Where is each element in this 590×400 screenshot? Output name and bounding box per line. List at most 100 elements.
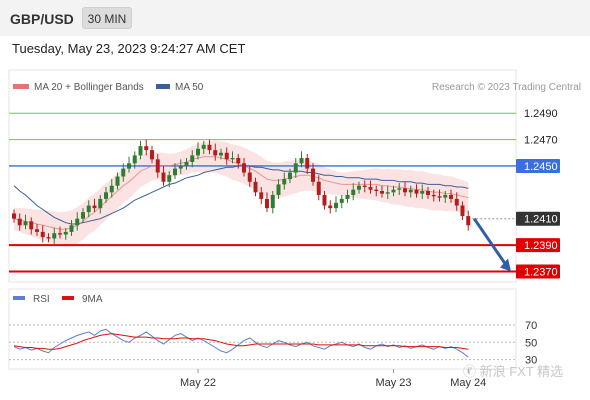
candle-body	[426, 191, 430, 195]
candle-body	[299, 158, 304, 164]
candle-body	[270, 194, 275, 209]
rsi-tick-70: 70	[525, 320, 537, 332]
price-label-box	[516, 158, 560, 173]
candle-body	[173, 168, 177, 176]
candle-body	[305, 158, 310, 169]
candle-body	[328, 205, 333, 209]
candle-body	[35, 229, 39, 232]
candle-body	[351, 189, 356, 195]
candle-body	[431, 194, 436, 197]
candle-body	[40, 231, 45, 238]
watermark: ⑦ 新浪 FXT 精选	[463, 364, 563, 379]
candle-body	[81, 212, 85, 219]
rsi-tick-50: 50	[525, 337, 537, 349]
candle-body	[23, 221, 28, 226]
candle-body	[408, 189, 413, 193]
candle-body	[150, 150, 154, 160]
candle-body	[230, 158, 235, 160]
candle-body	[420, 191, 425, 194]
candle-body	[236, 158, 241, 164]
candle-body	[293, 163, 298, 173]
moving-averages	[13, 156, 469, 230]
ma9-legend-swatch	[62, 296, 74, 300]
candle-body	[207, 144, 212, 151]
candle-body	[380, 191, 384, 194]
candle-body	[316, 181, 321, 195]
price-labels: 1.2490 1.2470 1.2450 1.2410 1.2390 1.2370	[516, 108, 560, 279]
candle-body	[374, 189, 379, 191]
candle-body	[161, 172, 166, 182]
price-label-1.2490: 1.2490	[524, 108, 558, 120]
symbol-title: GBP/USD	[10, 11, 74, 27]
candle-body	[362, 185, 367, 188]
candle-body	[167, 175, 172, 182]
x-tick-label: May 24	[450, 377, 486, 389]
candle-body	[115, 176, 120, 186]
candle-body	[259, 192, 264, 199]
candle-body	[403, 188, 407, 193]
candle-body	[92, 205, 97, 209]
credit-text: Research © 2023 Trading Central	[432, 82, 581, 93]
chart-header: GBP/USD 30 MIN	[0, 0, 590, 36]
candle-body	[127, 163, 131, 169]
candle-body	[109, 185, 114, 193]
candle-body	[12, 213, 16, 219]
forecast-arrow	[473, 217, 511, 272]
candle-body	[322, 194, 327, 206]
price-levels	[9, 112, 516, 273]
ma50-line	[13, 165, 469, 225]
candle-body	[219, 152, 223, 156]
candle-body	[334, 202, 338, 209]
ma20-line	[13, 156, 469, 230]
price-label-box	[516, 211, 560, 226]
candle-body	[282, 179, 287, 185]
candle-body	[184, 161, 189, 166]
candle-body	[69, 225, 74, 232]
candle-body	[178, 165, 183, 169]
candle-body	[339, 198, 344, 203]
candle-body	[17, 218, 22, 226]
candle-body	[247, 172, 252, 182]
rsi-panel: 70 50 30	[9, 320, 537, 367]
candle-body	[86, 205, 91, 213]
candle-body	[155, 159, 160, 173]
forecast-line	[473, 217, 509, 268]
ma50-legend-label: MA 50	[175, 82, 204, 93]
candle-body	[121, 168, 126, 177]
candle-body	[58, 233, 62, 235]
rsi-legend-label: RSI	[33, 294, 50, 305]
candle-body	[224, 152, 229, 160]
rsi-tick-30: 30	[525, 355, 537, 367]
timeframe-button[interactable]: 30 MIN	[82, 7, 132, 29]
candle-body	[437, 196, 442, 198]
candle-body	[391, 189, 396, 193]
candle-body	[144, 146, 149, 151]
candle-body	[104, 192, 108, 199]
rsi-series-RSI	[13, 328, 469, 358]
price-label-1.2470: 1.2470	[524, 135, 558, 147]
candle-body	[46, 237, 51, 239]
forecast-arrowhead	[500, 258, 511, 272]
candle-body	[132, 155, 137, 164]
candle-body	[288, 172, 292, 180]
candle-body	[98, 198, 103, 209]
rsi-series-9MA	[13, 333, 469, 350]
price-label-box	[516, 238, 560, 253]
x-tick-label: May 22	[180, 377, 216, 389]
candle-body	[63, 231, 68, 235]
candle-body	[265, 198, 269, 209]
candle-body	[414, 189, 419, 194]
candle-body	[213, 150, 218, 156]
candle-body	[242, 163, 246, 173]
candle-body	[29, 221, 34, 230]
candle-body	[449, 194, 453, 199]
candle-body	[201, 144, 206, 149]
candle-body	[368, 187, 373, 190]
candle-body	[52, 233, 57, 239]
timestamp: Tuesday, May 23, 2023 9:24:27 AM CET	[12, 41, 246, 56]
candle-body	[138, 146, 143, 156]
candles	[12, 139, 471, 244]
candle-body	[75, 218, 80, 226]
candle-body	[190, 155, 195, 162]
